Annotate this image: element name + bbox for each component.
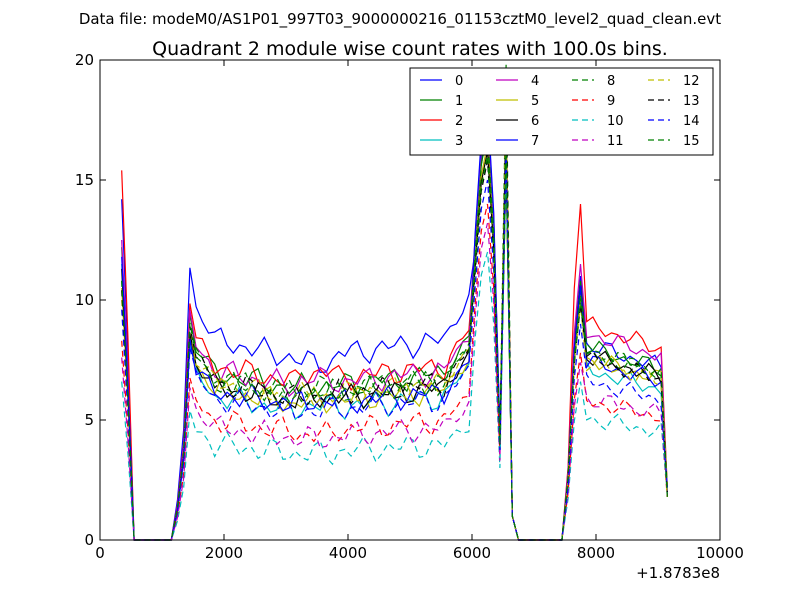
legend-label-3: 3 xyxy=(455,134,463,149)
x-tick-label: 2000 xyxy=(205,544,243,562)
plot-frame xyxy=(99,59,721,541)
legend-label-2: 2 xyxy=(455,114,463,129)
legend-label-0: 0 xyxy=(455,74,463,89)
legend-label-9: 9 xyxy=(607,94,615,109)
series-line-10 xyxy=(121,160,668,541)
series-line-15 xyxy=(121,141,668,541)
series-line-8 xyxy=(121,64,668,541)
suptitle: Data file: modeM0/AS1P01_997T03_90000002… xyxy=(79,10,721,29)
x-tick-label: 4000 xyxy=(329,544,367,562)
chart-title: Quadrant 2 module wise count rates with … xyxy=(152,38,668,60)
legend-label-5: 5 xyxy=(531,94,539,109)
y-tick-label: 15 xyxy=(75,171,94,189)
legend-label-7: 7 xyxy=(531,134,539,149)
x-tick-label: 0 xyxy=(95,544,105,562)
series-line-7 xyxy=(121,103,668,541)
legend-label-12: 12 xyxy=(683,74,700,89)
legend-label-4: 4 xyxy=(531,74,539,89)
legend-label-10: 10 xyxy=(607,114,624,129)
series-line-9 xyxy=(121,107,668,541)
y-tick-label: 0 xyxy=(84,531,94,549)
series-line-11 xyxy=(121,131,668,541)
x-tick-label: 8000 xyxy=(577,544,615,562)
y-tick-label: 20 xyxy=(75,51,94,69)
legend-label-6: 6 xyxy=(531,114,539,129)
x-tick-label: 6000 xyxy=(453,544,491,562)
legend-label-15: 15 xyxy=(683,134,700,149)
series-line-12 xyxy=(121,112,668,541)
legend-label-14: 14 xyxy=(683,114,700,129)
legend-label-11: 11 xyxy=(607,134,624,149)
legend-label-1: 1 xyxy=(455,94,463,109)
y-tick-label: 5 xyxy=(84,411,94,429)
series-line-14 xyxy=(121,141,668,541)
x-offset-label: +1.8783e8 xyxy=(636,564,720,582)
legend-label-13: 13 xyxy=(683,94,700,109)
y-tick-label: 10 xyxy=(75,291,94,309)
x-tick-label: 10000 xyxy=(696,544,744,562)
series-lines xyxy=(121,64,668,541)
legend-label-8: 8 xyxy=(607,74,615,89)
